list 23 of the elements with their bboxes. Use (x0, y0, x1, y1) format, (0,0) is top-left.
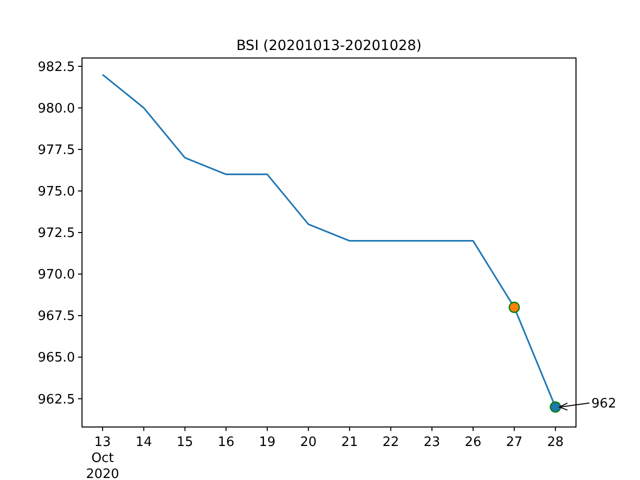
x-tick-label: 20 (300, 435, 317, 450)
x-tick-label: 13 Oct 2020 (86, 435, 120, 480)
x-tick-label: 26 (464, 435, 482, 450)
chart-title: BSI (20201013-20201028) (236, 38, 422, 54)
y-tick-label: 962.5 (38, 392, 75, 408)
x-tick-label: 16 (218, 435, 234, 450)
x-tick-label: 15 (176, 435, 194, 450)
x-tick-label: 14 (135, 435, 152, 450)
y-tick-label: 980.0 (38, 101, 75, 116)
y-tick-label: 970.0 (38, 268, 75, 283)
x-tick-label: 21 (341, 435, 358, 450)
x-tick-label: 27 (506, 435, 523, 450)
y-tick-label: 972.5 (38, 226, 75, 242)
y-tick-label: 982.5 (38, 60, 75, 75)
annotation: 962 (591, 396, 616, 412)
x-tick-label: 19 (258, 435, 276, 450)
y-tick-label: 975.0 (38, 184, 75, 200)
y-tick-label: 965.0 (38, 350, 75, 366)
x-tick-label: 23 (424, 435, 440, 450)
y-tick-label: 967.5 (38, 309, 75, 324)
x-tick-label: 22 (382, 435, 400, 450)
y-tick-label: 977.5 (38, 142, 75, 158)
x-tick-label: 28 (547, 435, 564, 450)
